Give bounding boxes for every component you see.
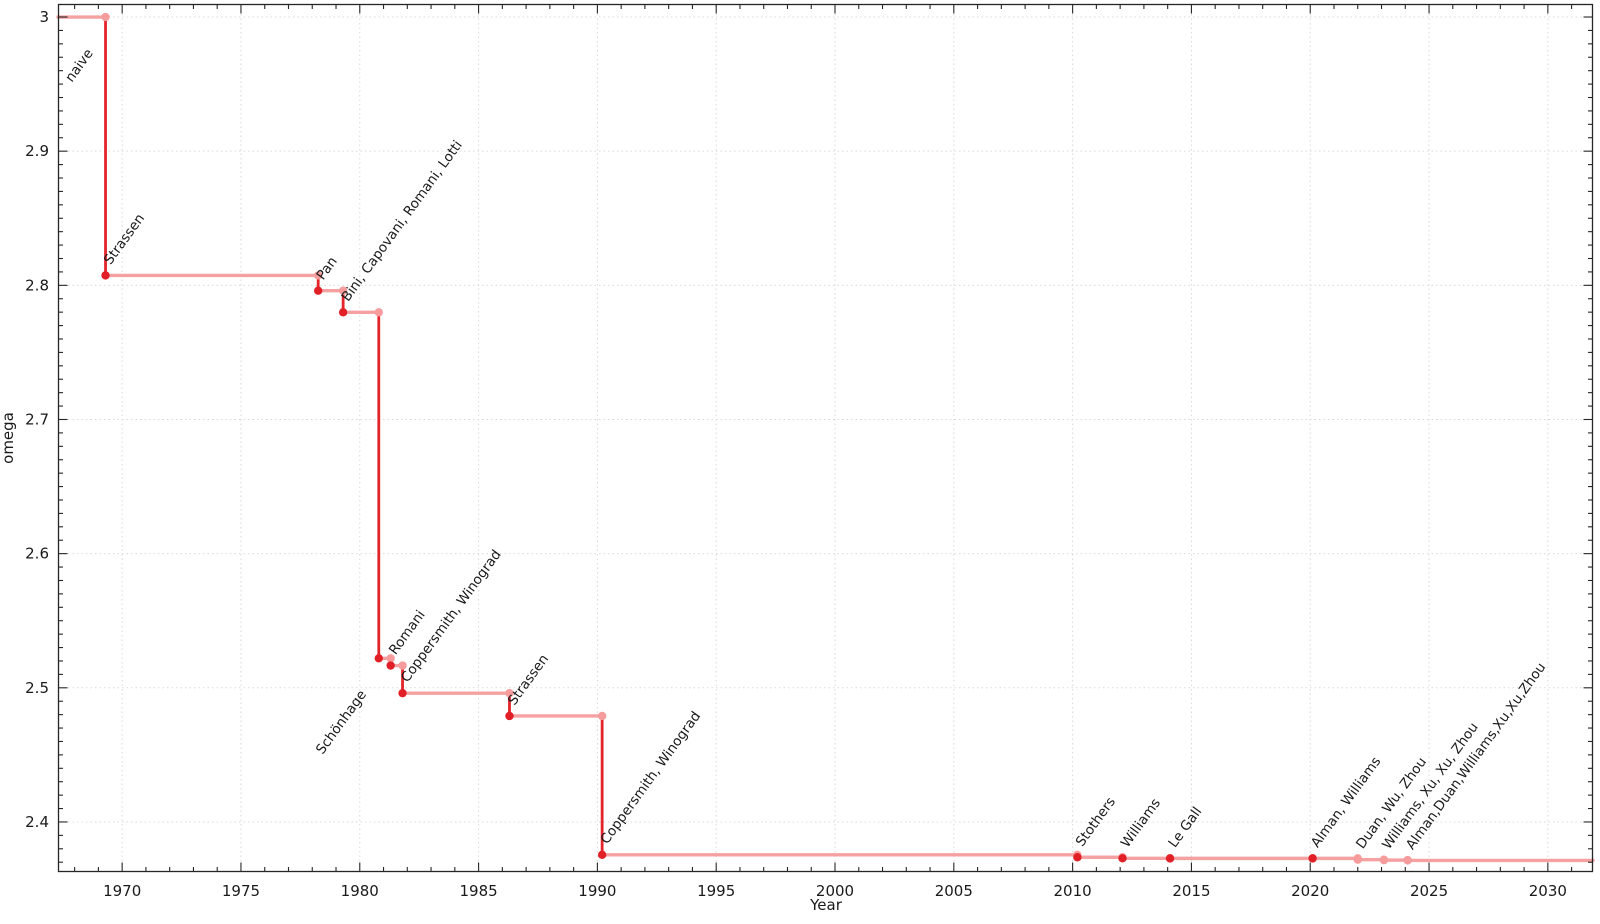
record-point xyxy=(1118,854,1127,863)
record-point xyxy=(505,711,514,721)
segment-end-point xyxy=(597,711,607,721)
record-point xyxy=(386,661,395,670)
x-tick-label: 1995 xyxy=(697,882,735,900)
x-tick-label: 2000 xyxy=(816,882,854,900)
segment-end-point xyxy=(313,271,323,280)
x-tick-label: 2025 xyxy=(1410,882,1448,900)
segment-end-point xyxy=(374,308,383,317)
y-tick-label: 2.8 xyxy=(25,276,49,294)
plot-border xyxy=(57,3,1594,873)
y-tick-label: 2.5 xyxy=(25,679,49,697)
grid-lines xyxy=(59,5,1592,871)
y-tick-label: 2.4 xyxy=(25,813,49,831)
segment-end-point xyxy=(386,654,395,663)
segment-end-point xyxy=(398,661,407,670)
segment-end-point xyxy=(101,12,110,22)
record-point xyxy=(313,286,323,295)
annotation-label: Strassen xyxy=(505,651,552,708)
x-tick-label: 2015 xyxy=(1172,882,1210,900)
annotation-label: Alman,Duan,Williams,Xu,Xu,Zhou xyxy=(1403,660,1549,853)
record-point xyxy=(1073,853,1082,862)
x-tick-label: 2020 xyxy=(1291,882,1329,900)
step-line xyxy=(56,15,1595,863)
record-point xyxy=(1165,854,1175,863)
annotation-label: Le Gall xyxy=(1165,804,1205,851)
x-tick-label: 2010 xyxy=(1054,882,1092,900)
annotation-label: Strassen xyxy=(101,211,148,268)
record-point xyxy=(374,654,383,663)
annotation-label: naive xyxy=(62,46,97,85)
y-tick-label: 2.7 xyxy=(25,410,49,428)
x-tick-label: 1985 xyxy=(459,882,497,900)
x-axis-title: Year xyxy=(809,896,843,914)
y-tick-label: 2.9 xyxy=(25,142,49,160)
segment-end-point xyxy=(338,286,348,295)
data-markers xyxy=(101,12,1412,865)
x-tick-label: 2005 xyxy=(935,882,973,900)
segment-end-point xyxy=(505,688,514,698)
provisional-record-point xyxy=(1379,855,1389,865)
x-tick-label: 2030 xyxy=(1529,882,1567,900)
record-point xyxy=(597,850,607,860)
x-tick-label: 1975 xyxy=(222,882,260,900)
annotation-label: Schönhage xyxy=(313,687,370,757)
axis-ticks xyxy=(58,4,1593,872)
x-tick-label: 1980 xyxy=(341,882,379,900)
provisional-record-point xyxy=(1403,856,1412,865)
x-tick-label: 1990 xyxy=(578,882,616,900)
tick-labels: 1970 1975 1980 1985 1990 1995 2000 2005 2010 2015… xyxy=(25,8,1567,900)
y-tick-label: 2.6 xyxy=(25,545,49,563)
record-point xyxy=(338,308,348,317)
record-point xyxy=(101,271,110,280)
record-point xyxy=(1308,854,1317,863)
annotation-label: Williams xyxy=(1118,796,1164,851)
y-axis-title: omega xyxy=(0,412,17,464)
annotation-label: Coppersmith, Winograd xyxy=(597,709,704,848)
provisional-record-point xyxy=(1353,855,1362,864)
x-tick-label: 1970 xyxy=(103,882,141,900)
record-point xyxy=(398,688,407,698)
annotation-label: Bini, Capovani, Romani, Lotti xyxy=(338,138,465,305)
y-tick-label: 3 xyxy=(39,8,49,26)
